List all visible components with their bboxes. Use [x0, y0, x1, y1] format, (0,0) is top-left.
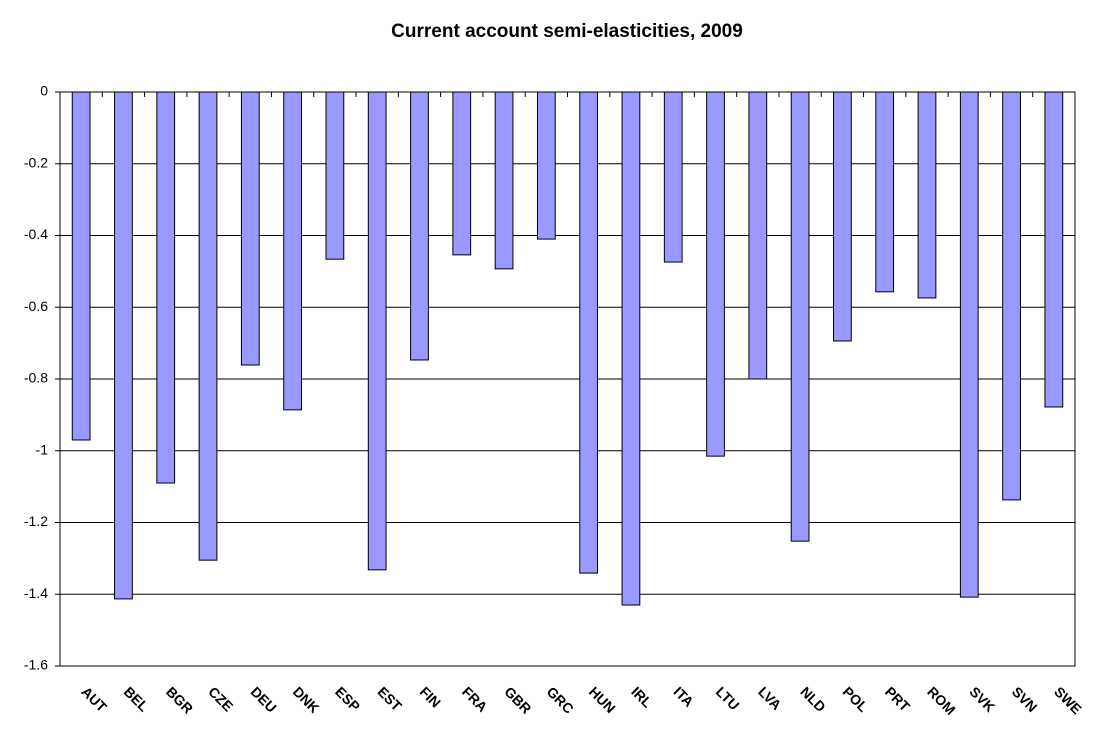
- bar: [663, 91, 683, 263]
- y-tick-label: -1.6: [24, 657, 48, 673]
- bar: [452, 91, 472, 256]
- bar: [706, 91, 725, 457]
- x-tick-label: DEU: [248, 683, 280, 715]
- bar: [833, 91, 852, 342]
- bar: [579, 91, 599, 574]
- x-tick-label: FIN: [417, 683, 444, 710]
- x-tick-label: SVK: [967, 683, 999, 715]
- x-tick-label: LTU: [713, 683, 743, 713]
- bar: [1002, 91, 1021, 501]
- bar: [156, 91, 176, 484]
- y-tick-label: -0.6: [24, 298, 48, 314]
- bar: [621, 91, 641, 606]
- y-tick-label: -1: [36, 441, 49, 457]
- x-tick-label: HUN: [586, 683, 619, 716]
- x-tick-label: POL: [840, 683, 872, 715]
- bar: [790, 91, 810, 542]
- bar: [1044, 91, 1064, 408]
- x-tick-label: ESP: [332, 683, 363, 714]
- x-tick-label: IRL: [628, 683, 656, 711]
- x-tick-label: BEL: [121, 683, 152, 714]
- x-tick-label: FRA: [459, 683, 491, 715]
- x-tick-label: GRC: [544, 683, 577, 716]
- y-tick-label: -1.4: [24, 585, 48, 601]
- bar: [875, 91, 895, 293]
- bar: [114, 91, 133, 600]
- x-tick-label: BGR: [163, 683, 196, 716]
- x-tick-label: ROM: [924, 683, 958, 717]
- x-tick-label: DNK: [290, 683, 323, 716]
- x-tick-label: ITA: [670, 683, 697, 710]
- x-tick-label: GBR: [501, 683, 534, 716]
- x-tick-label: EST: [374, 683, 405, 714]
- x-tick-label: NLD: [797, 683, 829, 715]
- y-tick-label: -0.4: [24, 226, 48, 242]
- y-tick-label: -1.2: [24, 513, 48, 529]
- y-tick-label: -0.8: [24, 370, 48, 386]
- bar: [325, 91, 345, 260]
- bar: [240, 91, 260, 366]
- bar: [367, 91, 387, 571]
- bar: [283, 91, 302, 411]
- bar: [748, 91, 768, 380]
- bar: [959, 91, 979, 598]
- bar: [198, 91, 218, 561]
- y-tick-label: -0.2: [24, 154, 48, 170]
- bar: [917, 91, 937, 299]
- x-tick-label: LVA: [755, 683, 785, 713]
- x-tick-label: SWE: [1051, 683, 1085, 717]
- bar: [410, 91, 429, 361]
- x-tick-label: SVN: [1009, 683, 1041, 715]
- bar: [494, 91, 514, 270]
- chart-title: Current account semi-elasticities, 2009: [391, 21, 743, 42]
- x-tick-label: CZE: [205, 683, 236, 714]
- x-tick-label: PRT: [882, 683, 913, 714]
- bar: [536, 91, 556, 240]
- y-tick-label: 0: [40, 83, 48, 99]
- bar: [71, 91, 91, 441]
- x-tick-label: AUT: [78, 683, 110, 715]
